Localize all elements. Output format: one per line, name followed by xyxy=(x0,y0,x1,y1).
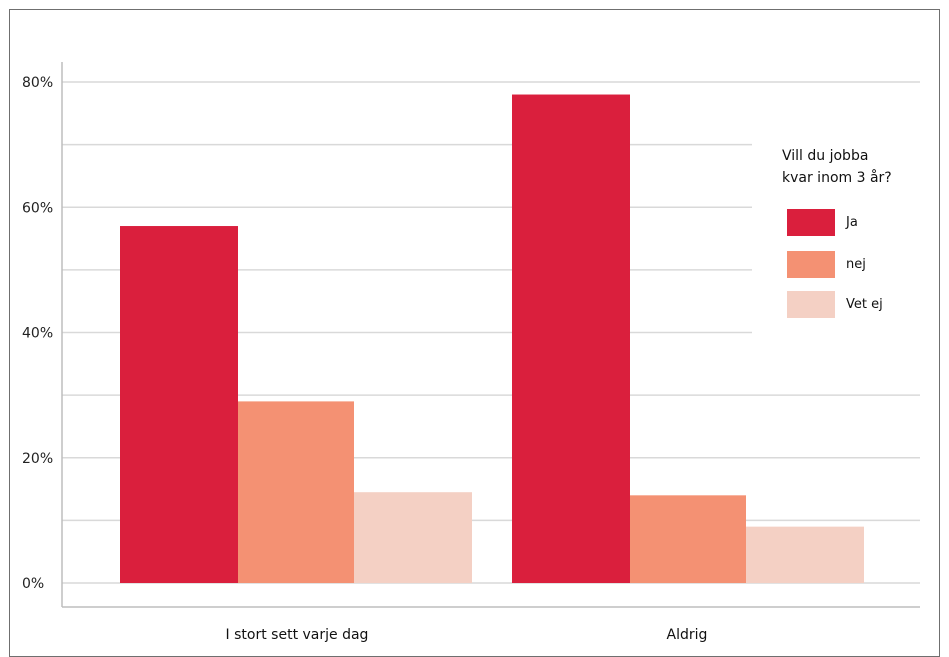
legend-label: nej xyxy=(846,257,866,272)
legend-swatch-vet-ej xyxy=(787,291,835,318)
axes xyxy=(61,62,920,608)
bar-nej-0 xyxy=(238,401,354,583)
legend-box xyxy=(752,132,920,370)
legend-swatch-nej xyxy=(787,251,835,278)
bar-nej-1 xyxy=(630,495,746,583)
bar-ja-0 xyxy=(120,226,238,583)
x-category-label: Aldrig xyxy=(667,627,708,643)
x-category-labels: I stort sett varje dag Aldrig xyxy=(226,627,708,643)
legend-title: kvar inom 3 år? xyxy=(782,169,892,186)
legend-label: Vet ej xyxy=(846,297,883,312)
bar-ja-1 xyxy=(512,94,630,584)
y-tick-labels: 0% 20% 40% 60% 80% xyxy=(22,75,53,592)
x-category-label: I stort sett varje dag xyxy=(226,627,369,643)
y-tick-label: 80% xyxy=(22,75,53,91)
bars xyxy=(120,94,864,584)
y-tick-label: 60% xyxy=(22,200,53,216)
legend-swatch-ja xyxy=(787,209,835,236)
legend-label: Ja xyxy=(845,215,858,230)
y-tick-label: 20% xyxy=(22,451,53,467)
legend: Vill du jobba kvar inom 3 år? Ja nej Vet ej xyxy=(752,132,920,370)
bar-vet-ej-0 xyxy=(354,492,472,583)
y-tick-label: 0% xyxy=(22,576,44,592)
bar-vet-ej-1 xyxy=(746,526,864,583)
legend-title: Vill du jobba xyxy=(782,148,868,164)
y-tick-label: 40% xyxy=(22,326,53,342)
